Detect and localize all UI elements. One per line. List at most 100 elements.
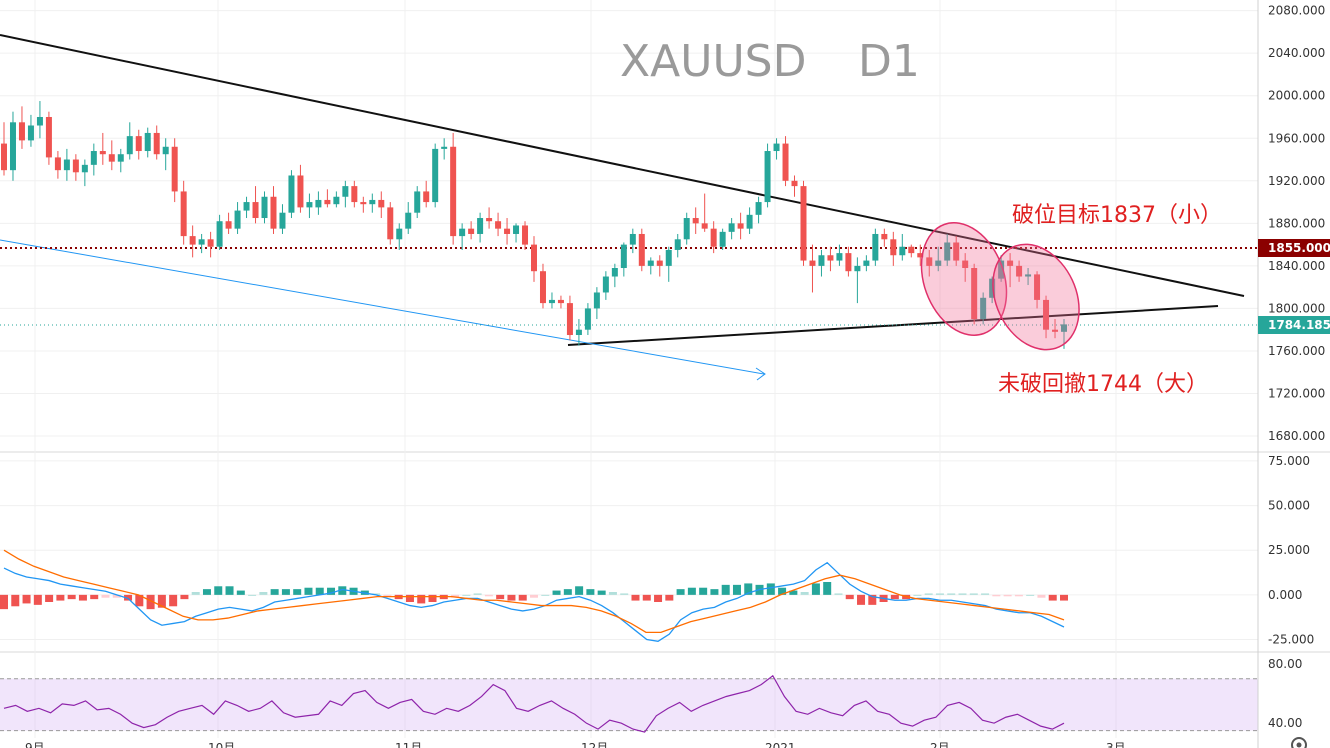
macd-histogram-bar: [169, 594, 178, 607]
macd-histogram-bar: [823, 582, 832, 595]
candle-body: [279, 212, 286, 229]
macd-signal-line: [3, 549, 1065, 634]
macd-histogram-bar: [620, 593, 629, 595]
macd-histogram-bar: [541, 594, 550, 596]
candle-body: [755, 202, 762, 215]
settings-gear-icon[interactable]: [1291, 737, 1307, 748]
macd-histogram-bar: [22, 594, 31, 604]
macd-histogram-bar: [981, 593, 990, 595]
macd-histogram-bar: [665, 594, 674, 601]
candles: [1, 101, 1067, 349]
macd-histogram-bar: [597, 590, 606, 595]
candle-body: [764, 151, 771, 203]
time-tick-label: 10月: [208, 741, 235, 748]
candle-body: [899, 246, 906, 256]
blue-ray[interactable]: [0, 239, 765, 375]
price-axis[interactable]: 2080.000 2040.000 2000.000 1960.000 1920.000…: [1257, 0, 1325, 748]
macd-histogram-bar: [699, 587, 708, 595]
macd-histogram-bar: [834, 593, 843, 595]
candle-body: [845, 253, 852, 272]
highlight-ellipse-1[interactable]: [907, 211, 1022, 347]
highlight-ellipse-2[interactable]: [977, 230, 1096, 364]
macd-histogram-bar: [631, 594, 640, 601]
price-tick-label: 2080.000: [1268, 4, 1325, 18]
macd-histogram-bar: [710, 589, 719, 595]
rsi-tick-label: 80.00: [1268, 657, 1302, 671]
macd-histogram-bar: [935, 593, 944, 595]
price-tick-label: 1880.000: [1268, 216, 1325, 230]
candle-body: [629, 233, 636, 245]
candle-body: [99, 151, 106, 155]
candle-body: [189, 236, 196, 245]
candle-body: [737, 223, 744, 229]
candle-body: [557, 299, 564, 304]
candle-body: [378, 199, 385, 208]
candle-body: [207, 239, 214, 247]
macd-histogram-bar: [654, 594, 663, 602]
candle-body: [441, 146, 448, 149]
candle-body: [252, 202, 259, 219]
price-tick-label: 1920.000: [1268, 174, 1325, 188]
macd-histogram-bar: [969, 593, 978, 595]
candle-body: [818, 255, 825, 266]
price-tick-label: 2000.000: [1268, 89, 1325, 103]
candle-body: [477, 218, 484, 234]
candle-body: [773, 143, 780, 152]
candle-body: [908, 246, 915, 254]
candle-body: [971, 268, 978, 320]
upper-trendline[interactable]: [0, 34, 1245, 297]
price-tick-label: 1680.000: [1268, 429, 1325, 443]
macd-histogram-bar: [0, 594, 8, 610]
candle-body: [638, 233, 645, 266]
candle-body: [288, 175, 295, 213]
macd-histogram-bar: [811, 583, 820, 595]
candle-body: [108, 154, 115, 162]
macd-histogram-bar: [293, 589, 302, 595]
macd-histogram-bar: [157, 594, 166, 608]
macd-histogram-bar: [56, 594, 65, 601]
candle-body: [548, 299, 555, 304]
candle-body: [270, 196, 277, 229]
candle-body: [144, 132, 151, 152]
candle-body: [854, 265, 861, 272]
candle-body: [342, 186, 349, 197]
macd-histogram-bar: [563, 589, 572, 595]
candle-body: [126, 136, 133, 155]
macd-histogram-bar: [721, 584, 730, 595]
candle-body: [872, 233, 879, 261]
candle-body: [54, 157, 61, 171]
candle-body: [1043, 299, 1050, 330]
macd-histogram-bar: [462, 594, 471, 596]
time-tick-label: 3月: [1106, 741, 1126, 748]
annotation-lower: 未破回撤1744（大）: [998, 372, 1208, 397]
candle-body: [180, 191, 187, 237]
macd-histogram-bar: [259, 592, 268, 595]
candle-body: [135, 136, 142, 152]
candle-body: [998, 260, 1005, 279]
candle-body: [495, 221, 502, 229]
macd-histogram-bar: [33, 594, 42, 605]
macd-tick-label: -25.000: [1268, 633, 1314, 647]
macd-histogram-bar: [327, 587, 336, 595]
level-price-tag-text: 1855.000: [1268, 241, 1330, 255]
candle-body: [791, 180, 798, 187]
candle-body: [90, 151, 97, 165]
candle-body: [468, 228, 475, 234]
macd-histogram-bar: [857, 594, 866, 605]
rsi-tick-label: 40.00: [1268, 716, 1302, 730]
candle-body: [1007, 260, 1014, 266]
macd-tick-label: 50.000: [1268, 499, 1310, 513]
candle-body: [539, 271, 546, 304]
price-tick-label: 2040.000: [1268, 46, 1325, 60]
macd-histogram-bar: [191, 592, 200, 595]
candle-body: [414, 191, 421, 213]
macd-histogram-bar: [338, 586, 347, 595]
time-axis[interactable]: 9月 10月 11月 12月 2021 2月 3月: [25, 741, 1126, 748]
candle-body: [962, 260, 969, 269]
macd-histogram-bar: [225, 586, 234, 595]
macd-histogram-bar: [1014, 594, 1023, 597]
macd-histogram-bar: [676, 589, 685, 595]
annotation-upper: 破位目标1837（小）: [1012, 203, 1222, 228]
candle-body: [459, 228, 466, 237]
